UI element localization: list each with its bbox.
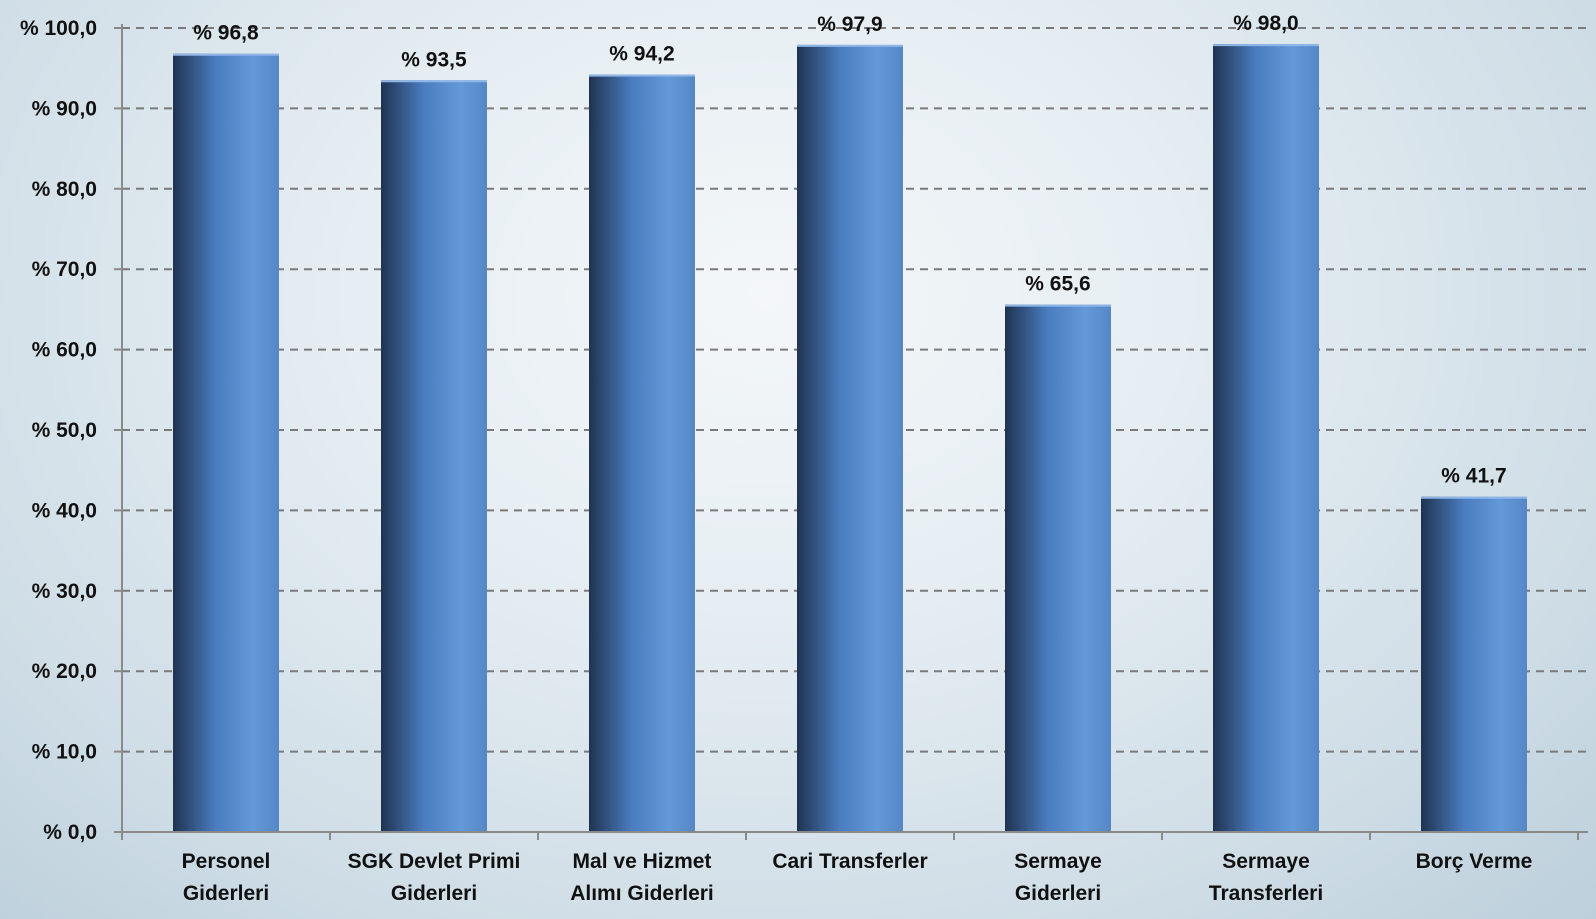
bar	[1005, 304, 1111, 832]
bar	[589, 74, 695, 832]
category-label-line: SGK Devlet Primi	[348, 850, 521, 873]
y-tick-label: % 90,0	[32, 97, 97, 120]
y-tick-labels: % 0,0 % 10,0 % 20,0 % 30,0 % 40,0 % 50,0 % 60,…	[20, 17, 97, 844]
data-label: % 96,8	[193, 22, 259, 45]
y-tick-label: % 70,0	[32, 258, 97, 281]
y-tick-label: % 10,0	[32, 741, 97, 764]
data-label: % 94,2	[609, 43, 674, 66]
y-tick-label: % 50,0	[32, 419, 97, 442]
bar	[797, 44, 903, 833]
category-label-line: Sermaye	[1222, 850, 1310, 873]
y-tick-label: % 20,0	[32, 660, 97, 683]
category-label: SGK Devlet Primi Giderleri	[348, 850, 521, 905]
category-label-line: Alımı Giderleri	[570, 882, 714, 905]
data-label: % 98,0	[1233, 12, 1298, 35]
category-label-line: Giderleri	[391, 882, 477, 905]
axes	[121, 24, 1588, 840]
category-label: Mal ve Hizmet Alımı Giderleri	[570, 850, 714, 905]
data-label: % 65,6	[1025, 273, 1090, 296]
category-label-line: Transferleri	[1209, 882, 1323, 905]
data-labels: % 96,8 % 93,5 % 94,2 % 97,9 % 65,6 % 98,0 % 41…	[193, 12, 1506, 488]
y-tick-label: % 0,0	[43, 821, 97, 844]
y-tick-label: % 100,0	[20, 17, 97, 40]
bar	[1421, 496, 1527, 832]
category-label-line: Giderleri	[1015, 882, 1101, 905]
y-tick-label: % 60,0	[32, 339, 97, 362]
y-tick-label: % 40,0	[32, 499, 97, 522]
y-tick-label: % 30,0	[32, 580, 97, 603]
data-label: % 93,5	[401, 48, 467, 71]
y-tick-label: % 80,0	[32, 178, 97, 201]
bar	[381, 80, 487, 832]
category-label-line: Borç Verme	[1416, 850, 1533, 873]
category-labels: Personel Giderleri SGK Devlet Primi Giderle…	[182, 850, 1533, 905]
category-label: Sermaye Transferleri	[1209, 850, 1323, 905]
bar	[173, 53, 279, 832]
data-label: % 97,9	[817, 13, 882, 36]
bars	[173, 44, 1527, 833]
category-label: Borç Verme	[1416, 850, 1533, 873]
category-label-line: Mal ve Hizmet	[573, 850, 712, 873]
bar	[1213, 44, 1319, 832]
category-label: Cari Transferler	[772, 850, 927, 873]
category-label-line: Personel	[182, 850, 271, 873]
category-label-line: Sermaye	[1014, 850, 1102, 873]
category-label: Sermaye Giderleri	[1014, 850, 1102, 905]
data-label: % 41,7	[1441, 465, 1506, 488]
category-label: Personel Giderleri	[182, 850, 271, 905]
category-label-line: Giderleri	[183, 882, 269, 905]
category-label-line: Cari Transferler	[772, 850, 927, 873]
